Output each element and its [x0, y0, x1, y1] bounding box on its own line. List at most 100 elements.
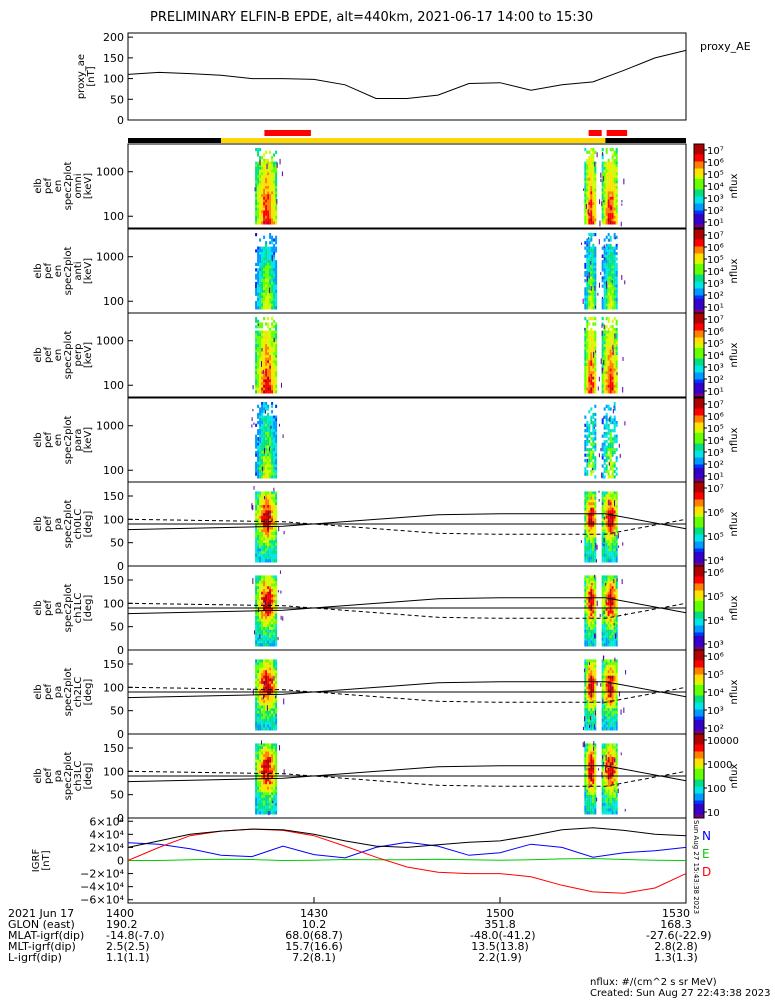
- heatmap-cell: [267, 518, 270, 522]
- heatmap-cell: [584, 502, 587, 506]
- heatmap-cell: [586, 662, 589, 666]
- heatmap-cell: [611, 221, 614, 225]
- heatmap-cell: [607, 727, 610, 731]
- heatmap-cell: [271, 295, 274, 299]
- heatmap-cell: [269, 352, 272, 356]
- sparse-count: [608, 499, 610, 506]
- heatmap-cell: [259, 382, 262, 386]
- heatmap-cell: [605, 303, 608, 307]
- heatmap-cell: [259, 257, 262, 261]
- heatmap-cell: [261, 803, 264, 807]
- heatmap-cell: [594, 605, 597, 609]
- heatmap-cell: [586, 556, 589, 560]
- heatmap-cell: [257, 591, 260, 595]
- heatmap-cell: [584, 371, 587, 375]
- colorbar-tick-label: 10⁵: [707, 255, 724, 266]
- heatmap-cell: [261, 719, 264, 723]
- colorbar-cell: [694, 559, 704, 563]
- heatmap-cell: [584, 664, 587, 669]
- sparse-count: [612, 344, 614, 350]
- heatmap-cell: [601, 475, 604, 479]
- heatmap-cell: [584, 169, 587, 173]
- heatmap-cell: [255, 521, 258, 525]
- heatmap-cell: [594, 627, 597, 631]
- heatmap-cell: [586, 295, 589, 299]
- pa-ytick-label: 50: [110, 705, 124, 718]
- heatmap-cell: [601, 681, 604, 685]
- heatmap-cell: [607, 537, 610, 541]
- heatmap-cell: [609, 524, 612, 528]
- heatmap-cell: [603, 415, 606, 419]
- heatmap-cell: [586, 167, 589, 171]
- heatmap-cell: [615, 344, 618, 348]
- heatmap-cell: [275, 221, 278, 225]
- heatmap-cell: [259, 694, 262, 698]
- heatmap-cell: [613, 575, 616, 579]
- heatmap-cell: [257, 610, 260, 614]
- heatmap-cell: [594, 534, 597, 539]
- heatmap-cell: [265, 215, 268, 220]
- heatmap-cell: [259, 502, 262, 506]
- heatmap-cell: [273, 664, 276, 669]
- heatmap-cell: [257, 164, 260, 168]
- heatmap-cell: [609, 502, 612, 506]
- heatmap-cell: [584, 719, 587, 723]
- heatmap-cell: [259, 583, 262, 587]
- heatmap-cell: [263, 789, 266, 793]
- heatmap-cell: [257, 412, 260, 417]
- heatmap-cell: [590, 453, 593, 457]
- heatmap-cell: [267, 221, 270, 225]
- heatmap-cell: [609, 215, 612, 220]
- heatmap-cell: [586, 618, 589, 623]
- heatmap-cell: [265, 290, 268, 294]
- heatmap-cell: [269, 467, 272, 471]
- heatmap-cell: [586, 330, 589, 334]
- heatmap-cell: [609, 499, 612, 503]
- heatmap-cell: [275, 464, 278, 468]
- heatmap-cell: [611, 148, 614, 152]
- heatmap-cell: [611, 158, 614, 163]
- heatmap-cell: [269, 502, 272, 506]
- heatmap-cell: [267, 659, 270, 663]
- heatmap-cell: [607, 453, 610, 457]
- heatmap-cell: [605, 306, 608, 310]
- heatmap-cell: [265, 202, 268, 206]
- heatmap-cell: [267, 194, 270, 198]
- heatmap-cell: [615, 540, 618, 544]
- heatmap-cell: [611, 494, 614, 498]
- heatmap-cell: [594, 702, 597, 707]
- heatmap-cell: [257, 765, 260, 769]
- heatmap-cell: [267, 543, 270, 547]
- heatmap-cell: [615, 711, 618, 715]
- heatmap-cell: [594, 279, 597, 283]
- heatmap-cell: [592, 627, 595, 631]
- heatmap-cell: [592, 613, 595, 617]
- heatmap-cell: [594, 161, 597, 165]
- heatmap-cell: [586, 719, 589, 723]
- heatmap-cell: [273, 276, 276, 280]
- heatmap-cell: [271, 505, 274, 509]
- heatmap-cell: [601, 618, 604, 623]
- sparse-count: [278, 526, 280, 532]
- heatmap-cell: [275, 180, 278, 184]
- heatmap-cell: [261, 667, 264, 671]
- heatmap-cell: [267, 172, 270, 176]
- heatmap-cell: [273, 556, 276, 560]
- heatmap-cell: [267, 494, 270, 498]
- heatmap-cell: [611, 461, 614, 465]
- heatmap-cell: [588, 233, 591, 237]
- heatmap-cell: [588, 670, 591, 674]
- heatmap-cell: [609, 379, 612, 383]
- heatmap-cell: [584, 683, 587, 688]
- heatmap-cell: [594, 705, 597, 709]
- heatmap-cell: [271, 303, 274, 307]
- heatmap-cell: [588, 534, 591, 539]
- heatmap-cell: [259, 637, 262, 642]
- heatmap-cell: [273, 260, 276, 264]
- heatmap-cell: [588, 317, 591, 321]
- heatmap-cell: [586, 434, 589, 438]
- heatmap-cell: [601, 629, 604, 633]
- heatmap-cell: [586, 453, 589, 457]
- heatmap-cell: [275, 196, 278, 201]
- heatmap-cell: [267, 177, 270, 182]
